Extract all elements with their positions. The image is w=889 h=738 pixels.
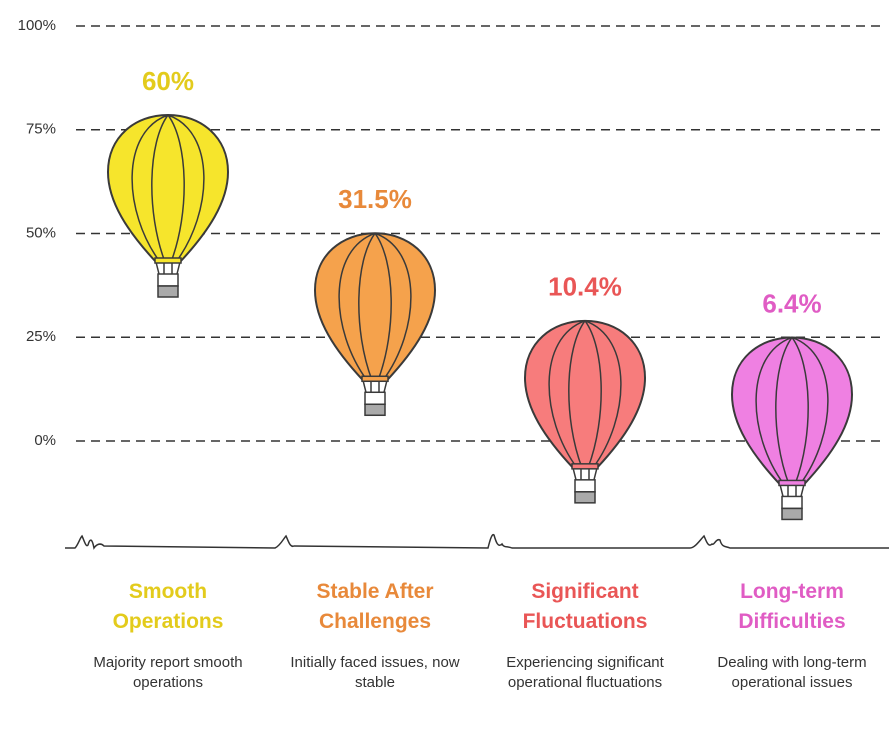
category-description: Dealing with long-term operational issue… xyxy=(717,654,867,691)
envelope xyxy=(523,319,647,469)
basket xyxy=(157,273,179,287)
y-tick-label: 25% xyxy=(26,328,56,345)
basket xyxy=(364,391,386,406)
category-label: Stable After Challenges xyxy=(316,580,434,633)
envelope xyxy=(730,336,854,486)
ground xyxy=(65,533,889,550)
balloon xyxy=(730,336,854,521)
y-tick-label: 0% xyxy=(34,432,56,449)
basket xyxy=(574,479,596,493)
basket-bottom xyxy=(781,507,803,521)
value-label: 10.4% xyxy=(548,272,622,302)
neck xyxy=(571,463,599,470)
category-label: Smooth Operations xyxy=(112,580,224,633)
envelope xyxy=(106,113,230,263)
rope xyxy=(572,467,598,481)
value-label: 6.4% xyxy=(762,288,821,318)
basket-bottom xyxy=(157,285,179,298)
balloon xyxy=(523,319,647,504)
basket xyxy=(781,495,803,510)
category-description: Initially faced issues, now stable xyxy=(290,654,460,691)
category-description: Experiencing significant operational flu… xyxy=(506,654,664,691)
category-label: Significant Fluctuations xyxy=(522,580,648,633)
y-tick-label: 75% xyxy=(26,121,56,138)
y-tick-label: 100% xyxy=(18,17,56,34)
neck xyxy=(361,375,389,383)
envelope-seams xyxy=(338,232,412,381)
rope xyxy=(779,484,805,497)
neck xyxy=(154,257,182,264)
y-tick-label: 50% xyxy=(26,224,56,241)
balloon xyxy=(106,113,230,298)
category-description: Majority report smooth operations xyxy=(93,654,243,691)
basket-bottom xyxy=(574,491,596,504)
neck xyxy=(778,479,806,487)
balloon xyxy=(313,232,437,417)
value-label: 60% xyxy=(142,66,194,96)
envelope-seams xyxy=(548,320,622,469)
rope xyxy=(362,380,388,393)
rope xyxy=(155,261,181,275)
envelope-seams xyxy=(131,114,205,263)
envelope-seams xyxy=(755,336,829,485)
envelope xyxy=(313,232,437,382)
basket-bottom xyxy=(364,403,386,417)
category-label: Long-term Difficulties xyxy=(738,580,846,633)
value-label: 31.5% xyxy=(338,184,412,214)
